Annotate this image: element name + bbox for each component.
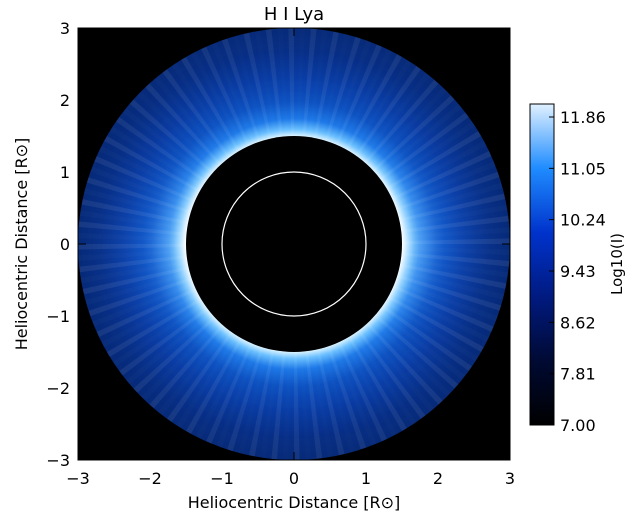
- corona-ray: [366, 322, 443, 405]
- corona-ray: [313, 31, 339, 139]
- corona-ray: [78, 244, 187, 250]
- corona-ray: [181, 56, 240, 152]
- corona-ray: [227, 346, 264, 452]
- corona-ray: [302, 28, 317, 137]
- corona-ray: [288, 28, 294, 137]
- corona-ray: [355, 65, 421, 157]
- colorbar-tick-label: 10.24: [560, 211, 606, 230]
- corona-ray: [201, 46, 251, 147]
- corona-ray: [391, 151, 492, 201]
- corona-ray: [335, 44, 382, 146]
- colorbar-tick-label: 11.05: [560, 159, 606, 178]
- corona-ray: [401, 215, 509, 233]
- x-axis: −3 −2 −1 0 1 2 3: [66, 28, 515, 488]
- corona-ray: [149, 324, 224, 409]
- occulter-disk: [186, 136, 402, 352]
- corona-ray: [78, 221, 187, 236]
- corona-ray: [243, 32, 272, 139]
- corona-ray: [145, 83, 222, 166]
- y-tick-label: 3: [60, 19, 70, 38]
- y-tick-label: 0: [60, 235, 70, 254]
- y-axis: −3 −2 −1 0 1 2 3: [46, 19, 510, 470]
- corona-ray: [399, 263, 507, 289]
- colorbar-label: Log10(I): [608, 233, 626, 295]
- corona-ray: [129, 99, 214, 174]
- colorbar-tick-label: 7.00: [560, 416, 596, 435]
- x-tick-label: 0: [289, 469, 299, 488]
- corona-ray: [186, 337, 243, 434]
- colorbar-tick-label: 9.43: [560, 262, 596, 281]
- colorbar-tick-label: 11.86: [560, 108, 606, 127]
- corona-ray: [374, 314, 459, 389]
- y-tick-label: 1: [60, 163, 70, 182]
- corona-ray: [294, 351, 300, 460]
- corona-rays: [78, 28, 510, 460]
- corona-ray: [265, 29, 283, 137]
- corona-ray: [348, 336, 407, 432]
- corona-ray: [82, 266, 189, 295]
- corona-ray: [115, 117, 207, 183]
- corona-ray: [88, 277, 193, 317]
- corona-ray: [357, 329, 426, 419]
- y-tick-label: −1: [46, 307, 70, 326]
- colorbar-ticks: 11.86 11.05 10.24 9.43 8.62 7.81 7.00: [549, 108, 606, 435]
- corona-ray: [106, 298, 202, 357]
- corona-ray: [104, 136, 201, 193]
- corona-ray: [379, 112, 469, 181]
- corona-ray: [94, 156, 196, 203]
- y-axis-label: Heliocentric Distance [R⊙]: [12, 138, 31, 351]
- corona-ray: [305, 351, 323, 459]
- x-tick-label: −3: [66, 469, 90, 488]
- x-tick-label: 2: [433, 469, 443, 488]
- colorbar-gradient: [529, 103, 555, 426]
- corona-ray: [316, 349, 345, 456]
- x-tick-label: −2: [138, 469, 162, 488]
- corona-ray: [337, 341, 387, 442]
- corona-ray: [401, 238, 510, 244]
- colorbar-tick-label: 7.81: [560, 365, 596, 384]
- corona-ray: [395, 171, 500, 211]
- solar-limb-circle: [221, 171, 367, 317]
- corona-ray: [381, 305, 473, 371]
- corona-ray: [271, 351, 286, 460]
- corona-ray: [162, 69, 231, 159]
- x-tick-label: 3: [505, 469, 515, 488]
- corona-ray: [392, 285, 494, 332]
- corona-ray: [96, 287, 197, 337]
- corona-ray: [324, 36, 361, 142]
- corona-ray: [399, 193, 506, 222]
- y-tick-label: −3: [46, 451, 70, 470]
- x-tick-label: −1: [210, 469, 234, 488]
- plot-area: [77, 27, 511, 461]
- x-tick-label: 1: [361, 469, 371, 488]
- corona-ray: [133, 316, 216, 393]
- corona-ray: [386, 131, 482, 190]
- corona-ray: [81, 199, 189, 225]
- corona-ray: [249, 349, 275, 457]
- corona-ray: [206, 342, 253, 444]
- y-tick-label: −2: [46, 379, 70, 398]
- y-tick-label: 2: [60, 91, 70, 110]
- x-axis-label: Heliocentric Distance [R⊙]: [188, 493, 401, 512]
- corona-ray: [396, 274, 502, 311]
- corona-ray: [221, 38, 261, 143]
- corona-ray: [364, 79, 439, 164]
- corona-ray: [372, 95, 455, 172]
- corona-ray: [345, 54, 402, 151]
- corona-ray: [119, 307, 209, 376]
- chart-title: H I Lya: [264, 4, 324, 25]
- colorbar-tick-label: 8.62: [560, 313, 596, 332]
- corona-ray: [401, 252, 510, 267]
- corona-ray: [167, 331, 233, 423]
- corona-ray: [79, 255, 187, 273]
- corona-ray: [86, 177, 192, 214]
- corona-ray: [387, 295, 484, 352]
- colorbar: 11.86 11.05 10.24 9.43 8.62 7.81 7.00 Log10(I): [529, 103, 626, 435]
- corona-ray: [327, 345, 367, 450]
